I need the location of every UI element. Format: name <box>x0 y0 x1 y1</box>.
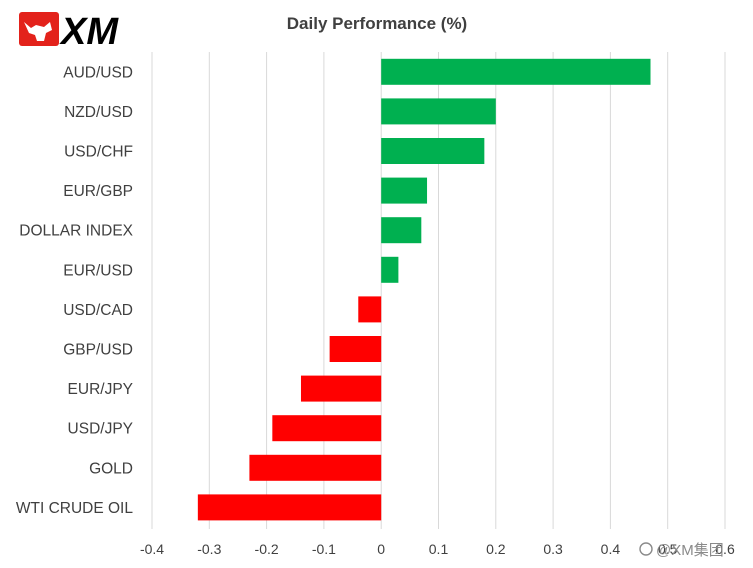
category-labels: AUD/USD NZD/USD USD/CHF EUR/GBP DOLLAR INDEX… <box>16 64 134 517</box>
bar <box>381 217 422 244</box>
x-tick-label: -0.1 <box>312 541 336 557</box>
bar <box>358 296 382 323</box>
logo-text: XM <box>59 11 119 53</box>
xm-logo: XM <box>19 11 119 53</box>
category-label: EUR/USD <box>63 262 133 279</box>
watermark-text: @XM集团 <box>656 542 724 559</box>
chart-title: Daily Performance (%) <box>287 14 467 33</box>
bar <box>381 138 485 164</box>
bar <box>329 336 382 362</box>
x-tick-label: -0.2 <box>255 541 279 557</box>
bar <box>197 494 382 521</box>
category-label: EUR/JPY <box>68 381 133 398</box>
category-label: WTI CRUDE OIL <box>16 500 133 517</box>
x-tick-label: 0.5 <box>658 541 678 557</box>
bar <box>249 454 382 481</box>
x-tick-label: 0.4 <box>601 541 621 557</box>
x-tick-label: 0.6 <box>715 541 735 557</box>
x-tick-label: 0 <box>377 541 385 557</box>
category-label: GBP/USD <box>63 342 133 359</box>
x-tick-label: -0.4 <box>140 541 164 557</box>
category-label: DOLLAR INDEX <box>19 223 133 240</box>
x-tick-label: 0.2 <box>486 541 506 557</box>
bar <box>272 415 382 442</box>
bars <box>197 58 651 521</box>
bar <box>381 256 399 283</box>
logo-bull-icon <box>24 22 52 41</box>
bar <box>381 58 651 85</box>
x-tick-label: -0.3 <box>197 541 221 557</box>
bar <box>300 375 382 402</box>
bar <box>381 98 496 125</box>
x-axis-tick-labels: -0.4 -0.3 -0.2 -0.1 0 0.1 0.2 0.3 0.4 0.5 0.6 <box>140 541 735 557</box>
x-tick-label: 0.3 <box>543 541 563 557</box>
category-label: NZD/USD <box>64 104 133 121</box>
gridlines <box>151 52 726 529</box>
category-label: GOLD <box>89 460 133 477</box>
category-label: USD/CHF <box>64 144 133 161</box>
category-label: USD/CAD <box>63 302 133 319</box>
bar <box>381 177 428 204</box>
watermark: @XM集团 <box>639 542 724 559</box>
category-label: AUD/USD <box>63 64 133 81</box>
category-label: EUR/GBP <box>63 183 133 200</box>
category-label: USD/JPY <box>68 421 133 438</box>
watermark-logo-icon <box>639 542 653 556</box>
x-tick-label: 0.1 <box>429 541 449 557</box>
